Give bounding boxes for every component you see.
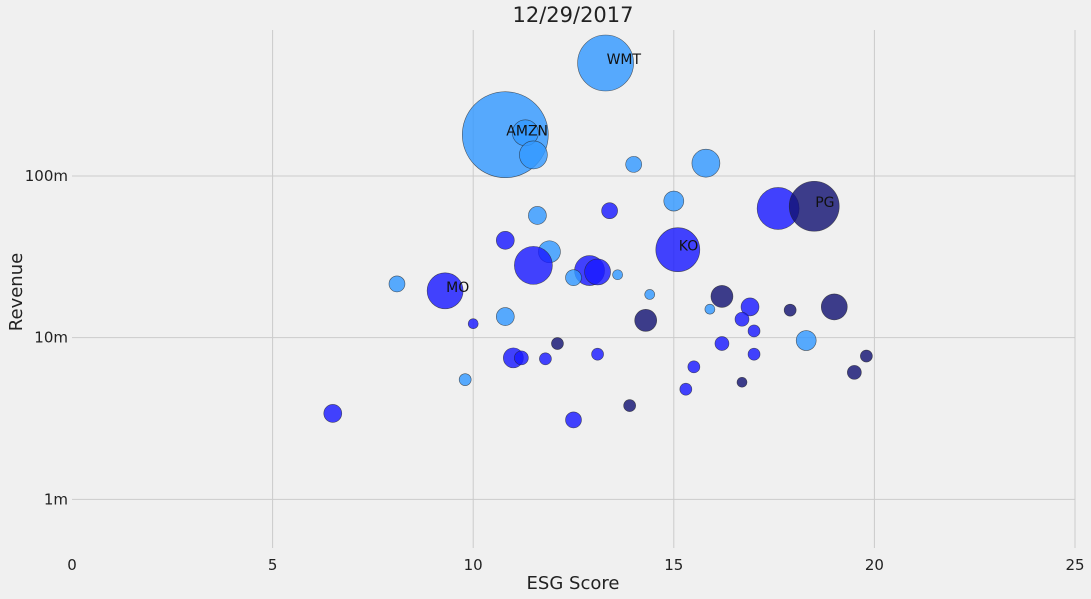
data-point: [467, 318, 479, 330]
data-point: [565, 269, 582, 286]
data-point: [514, 350, 529, 366]
labels-layer: WMT AMZN PG KO MO: [446, 52, 834, 296]
point-label: PG: [815, 195, 834, 211]
data-point: [847, 365, 862, 380]
data-point: [577, 34, 634, 92]
data-point: [747, 347, 761, 361]
data-point: [704, 303, 716, 315]
data-point: [528, 206, 547, 225]
data-point: [495, 307, 515, 326]
y-axis-label: Revenue: [6, 253, 27, 331]
data-point: [495, 231, 515, 250]
data-point: [734, 311, 750, 327]
data-point: [740, 297, 760, 317]
data-point: [623, 399, 636, 412]
data-point: [426, 272, 464, 310]
point-label: KO: [679, 239, 698, 255]
data-point: [591, 347, 604, 361]
point-label: AMZN: [506, 124, 548, 140]
data-point: [323, 404, 343, 423]
data-point: [788, 180, 840, 232]
y-tick-label: 1m: [44, 490, 68, 508]
data-point: [551, 337, 564, 350]
x-tick-label: 10: [464, 556, 483, 574]
data-point: [691, 148, 721, 178]
chart-title: 12/29/2017: [512, 3, 633, 27]
data-point: [625, 156, 642, 173]
data-point: [612, 269, 623, 281]
data-point: [565, 411, 582, 429]
data-point: [820, 293, 848, 321]
data-point: [644, 289, 656, 300]
point-label: WMT: [607, 52, 642, 68]
data-point: [539, 352, 552, 366]
y-tick-label: 10m: [34, 329, 68, 347]
points-layer: [323, 34, 873, 429]
data-point: [514, 246, 553, 285]
data-point: [601, 202, 618, 220]
x-tick-label: 25: [1065, 556, 1084, 574]
data-point: [679, 382, 693, 396]
data-point: [736, 376, 748, 388]
data-point: [519, 140, 548, 170]
data-point: [584, 258, 611, 286]
grid-layer: [72, 30, 1076, 548]
data-point: [714, 336, 730, 351]
ticks-layer: 0 5 10 15 20 25 1m 10m 100m: [25, 167, 1085, 574]
data-point: [458, 373, 472, 386]
data-point: [663, 190, 685, 212]
data-point: [795, 330, 817, 351]
data-point: [655, 227, 701, 273]
x-tick-label: 20: [865, 556, 884, 574]
x-tick-label: 0: [67, 556, 77, 574]
data-point: [860, 349, 873, 363]
data-point: [687, 360, 701, 374]
y-tick-label: 100m: [25, 167, 68, 185]
point-label: MO: [446, 280, 469, 296]
data-point: [783, 303, 797, 317]
x-axis-label: ESG Score: [527, 573, 620, 594]
x-tick-label: 15: [664, 556, 683, 574]
data-point: [747, 324, 761, 338]
data-point: [388, 275, 406, 293]
data-point: [710, 285, 734, 308]
data-point: [634, 309, 658, 332]
x-tick-label: 5: [268, 556, 278, 574]
